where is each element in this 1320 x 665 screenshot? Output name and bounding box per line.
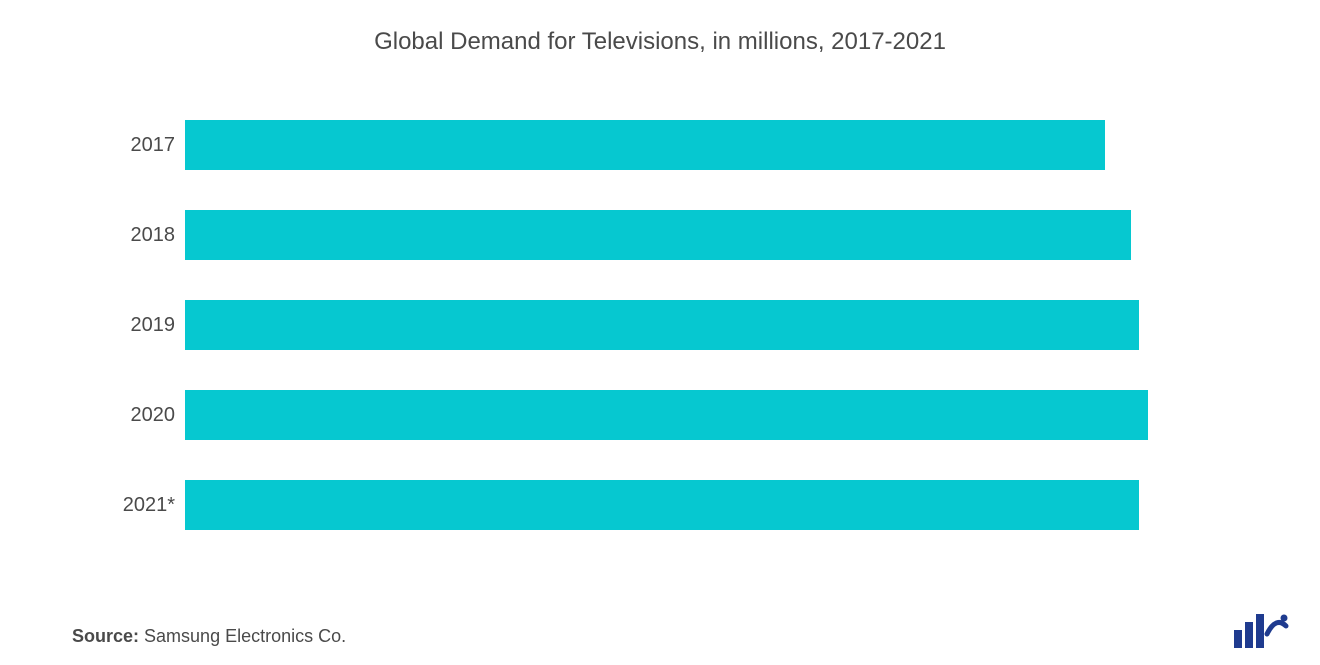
bar-row-2019: 2019 [185, 300, 1139, 350]
bar-row-2018: 2018 [185, 210, 1131, 260]
bar-label: 2018 [105, 224, 175, 247]
bar [185, 120, 1105, 170]
brand-logo-icon [1232, 612, 1290, 650]
bar-row-2020: 2020 [185, 390, 1148, 440]
bar-label: 2019 [105, 314, 175, 337]
chart-title: Global Demand for Televisions, in millio… [0, 28, 1320, 56]
bar [185, 210, 1131, 260]
source-footer: Source: Samsung Electronics Co. [72, 626, 346, 647]
bar-label: 2020 [105, 404, 175, 427]
bar [185, 300, 1139, 350]
chart-container: Global Demand for Televisions, in millio… [0, 0, 1320, 665]
plot-area: 2017 2018 2019 2020 2021* [185, 120, 1255, 570]
bar [185, 390, 1148, 440]
bar-label: 2021* [105, 494, 175, 517]
source-text: Samsung Electronics Co. [139, 626, 346, 646]
bar-row-2017: 2017 [185, 120, 1105, 170]
bar [185, 480, 1139, 530]
source-label: Source: [72, 626, 139, 646]
bar-label: 2017 [105, 134, 175, 157]
bar-row-2021: 2021* [185, 480, 1139, 530]
